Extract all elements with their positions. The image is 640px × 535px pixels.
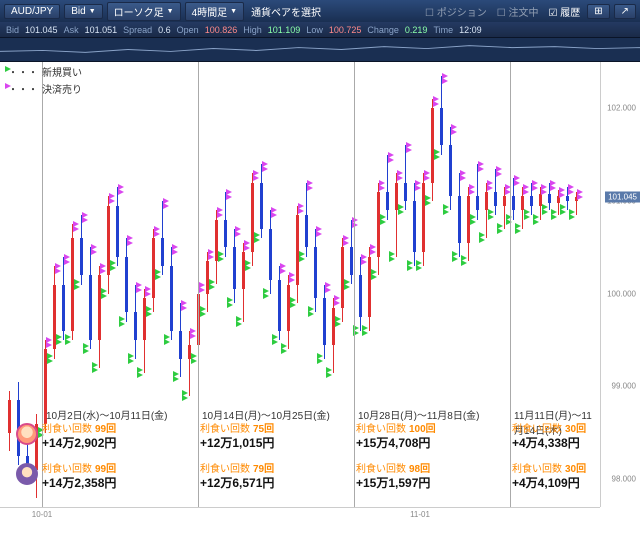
timeframe-selector[interactable]: 4時間足▼: [185, 2, 245, 21]
chevron-down-icon: ▼: [167, 8, 174, 15]
buy-marker-icon: [5, 66, 11, 72]
trader-avatar-2: [16, 463, 38, 485]
pair-selector[interactable]: AUD/JPY: [4, 4, 60, 19]
sparkline: [0, 38, 640, 62]
tool-button-1[interactable]: ⊞: [587, 4, 609, 19]
period-header: 10月28日(月)～11月8日(金): [354, 407, 510, 422]
mode-selector[interactable]: Bid▼: [64, 4, 102, 19]
legend: ・・・新規買い ・・・決済売り: [8, 64, 82, 98]
toolbar: AUD/JPY Bid▼ ローソク足▼ 4時間足▼ 通貨ペアを選択 ☐ ポジショ…: [0, 0, 640, 22]
pair-label: AUD/JPY: [11, 6, 53, 17]
status-bar: Bid101.045 Ask101.051 Spread0.6 Open100.…: [0, 22, 640, 38]
chart: 10月2日(水)～10月11日(金) 利食い回数99回+14万2,902円 利食…: [0, 62, 640, 535]
trader-avatar-1: [16, 423, 38, 445]
pair-select-label: 通貨ペアを選択: [248, 4, 324, 19]
chevron-down-icon: ▼: [89, 8, 96, 15]
sell-marker-icon: [5, 83, 11, 89]
period-header: 10月2日(水)～10月11日(金): [42, 407, 198, 422]
style-selector[interactable]: ローソク足▼: [107, 2, 181, 21]
chevron-down-icon: ▼: [230, 8, 237, 15]
period-header: 10月14日(月)～10月25日(金): [198, 407, 354, 422]
tool-button-2[interactable]: ↗: [614, 4, 636, 19]
